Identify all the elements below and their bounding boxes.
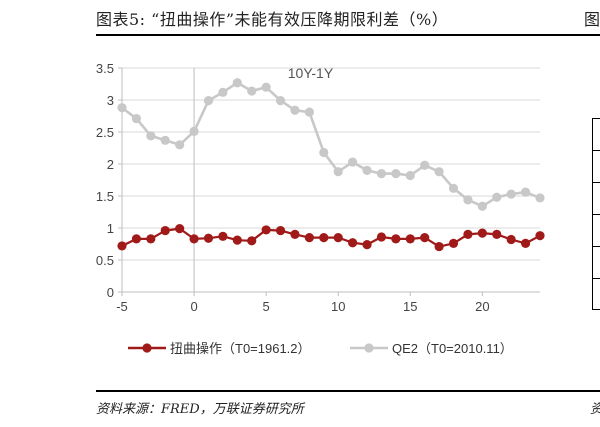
y-tick-label: 2 xyxy=(107,157,114,172)
data-point-qe2 xyxy=(348,157,358,167)
data-point-twist xyxy=(247,236,257,246)
legend-label-twist: 扭曲操作（T0=1961.2） xyxy=(170,341,311,356)
data-point-qe2 xyxy=(319,147,329,158)
data-point-qe2 xyxy=(376,169,387,179)
data-point-twist xyxy=(477,228,487,238)
data-point-twist xyxy=(535,231,545,241)
data-point-qe2 xyxy=(405,170,415,181)
data-point-twist xyxy=(333,233,343,243)
table-row xyxy=(593,119,600,151)
figure-title: 图表5: “扭曲操作”未能有效压降期限利差（%） xyxy=(96,10,449,29)
data-point-twist xyxy=(160,225,170,236)
data-point-twist xyxy=(405,234,415,244)
y-tick-label: 1.5 xyxy=(96,189,114,204)
data-point-qe2 xyxy=(218,87,228,97)
data-point-qe2 xyxy=(391,169,401,179)
adjacent-table-fragment xyxy=(592,118,600,310)
data-point-twist xyxy=(319,233,329,243)
data-point-twist xyxy=(304,233,314,243)
y-tick-label: 1 xyxy=(107,221,114,236)
data-point-twist xyxy=(376,232,387,242)
table-row xyxy=(593,151,600,183)
source-note: 资料来源：FRED，万联证券研究所 xyxy=(96,402,304,417)
data-point-qe2 xyxy=(520,187,531,197)
data-point-twist xyxy=(506,234,516,245)
next-source-fragment: 资 xyxy=(590,398,600,417)
legend-marker-qe2 xyxy=(364,343,374,353)
data-point-twist xyxy=(420,233,430,243)
data-point-qe2 xyxy=(232,78,242,88)
data-point-qe2 xyxy=(535,193,545,203)
data-point-twist xyxy=(348,238,358,248)
data-point-twist xyxy=(146,234,156,244)
data-point-qe2 xyxy=(420,160,430,170)
data-point-twist xyxy=(232,235,242,245)
data-point-qe2 xyxy=(333,167,343,177)
bottom-rule xyxy=(96,390,600,392)
x-tick-label: 0 xyxy=(190,299,197,314)
data-point-qe2 xyxy=(189,126,199,136)
x-tick-label: -5 xyxy=(116,299,128,314)
legend-marker-twist xyxy=(142,343,152,353)
y-tick-label: 0.5 xyxy=(96,253,114,268)
y-tick-label: 0 xyxy=(107,285,114,300)
data-point-qe2 xyxy=(290,105,300,115)
x-tick-label: 5 xyxy=(263,299,270,314)
line-chart: 00.511.522.533.5-5 0 5 10 15 2010Y-1Y扭曲操作（T0=… xyxy=(96,61,545,356)
data-point-twist xyxy=(492,229,502,239)
x-tick-label: 15 xyxy=(403,299,417,314)
data-point-twist xyxy=(520,238,531,248)
data-point-twist xyxy=(463,229,473,239)
data-point-twist xyxy=(261,225,271,235)
data-point-qe2 xyxy=(492,192,502,202)
data-point-twist xyxy=(448,238,459,248)
data-point-twist xyxy=(175,224,185,234)
legend-label-qe2: QE2（T0=2010.11） xyxy=(392,341,513,356)
data-point-twist xyxy=(117,241,127,251)
data-point-qe2 xyxy=(304,107,314,117)
data-point-twist xyxy=(218,231,228,241)
series-line-qe2 xyxy=(121,81,541,208)
data-point-twist xyxy=(203,233,214,243)
y-tick-label: 3.5 xyxy=(96,61,114,76)
y-tick-label: 3 xyxy=(107,93,114,108)
data-point-qe2 xyxy=(203,96,214,106)
table-row xyxy=(593,279,600,310)
series-line-twist xyxy=(121,227,541,248)
data-point-qe2 xyxy=(247,86,257,96)
data-point-qe2 xyxy=(448,183,459,193)
data-point-twist xyxy=(189,234,199,244)
table-row xyxy=(593,215,600,247)
data-point-qe2 xyxy=(506,189,516,199)
y-tick-label: 2.5 xyxy=(96,125,114,140)
data-point-twist xyxy=(131,234,142,244)
next-figure-title-fragment: 图 xyxy=(584,10,600,29)
data-point-qe2 xyxy=(463,195,473,205)
data-point-qe2 xyxy=(275,96,286,106)
data-point-qe2 xyxy=(146,131,156,141)
data-point-twist xyxy=(275,225,286,236)
table-row xyxy=(593,247,600,279)
data-point-twist xyxy=(391,234,401,244)
data-point-qe2 xyxy=(434,167,444,177)
data-point-qe2 xyxy=(131,113,142,124)
data-point-twist xyxy=(290,229,300,239)
data-point-qe2 xyxy=(175,140,185,150)
data-point-twist xyxy=(434,241,444,252)
data-point-qe2 xyxy=(362,165,372,175)
chart-annotation: 10Y-1Y xyxy=(288,65,334,81)
data-point-qe2 xyxy=(477,201,487,211)
data-point-qe2 xyxy=(160,135,170,145)
top-rule xyxy=(96,34,600,36)
x-tick-label: 20 xyxy=(475,299,489,314)
data-point-twist xyxy=(362,240,372,250)
table-row xyxy=(593,183,600,215)
data-point-qe2 xyxy=(261,82,271,92)
x-tick-label: 10 xyxy=(331,299,345,314)
data-point-qe2 xyxy=(117,103,127,113)
